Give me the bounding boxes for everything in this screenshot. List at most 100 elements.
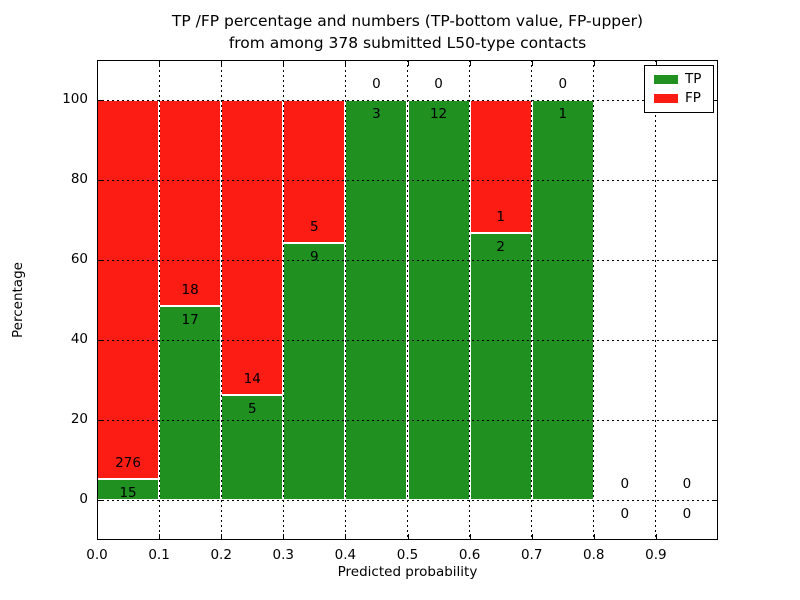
tick-mark	[712, 100, 718, 101]
tp-count-label: 5	[247, 400, 257, 417]
tick-mark	[593, 534, 595, 540]
legend-label-tp: TP	[685, 71, 702, 88]
tick-mark	[407, 60, 409, 66]
y-tick-label: 0	[79, 491, 88, 507]
tp-count-label: 12	[429, 106, 448, 122]
tp-count-label: 9	[310, 248, 319, 265]
x-tick-label: 0.1	[148, 547, 170, 563]
x-tick-label: 0.2	[210, 547, 232, 563]
fp-count-label: 0	[558, 76, 568, 92]
y-tick-label: 60	[70, 251, 88, 267]
fp-count-label: 276	[115, 455, 141, 472]
tick-mark	[221, 60, 223, 66]
x-tick-label: 0.5	[396, 547, 419, 563]
tick-mark	[593, 60, 595, 66]
fp-bar-segment	[159, 100, 222, 306]
fp-swatch-icon	[654, 93, 678, 103]
fp-count-label: 0	[620, 476, 630, 492]
chart-title-line2: from among 378 submitted L50-type contac…	[228, 34, 587, 52]
legend-entry-tp: TP	[645, 73, 713, 86]
tick-mark	[655, 60, 657, 66]
fp-bar-segment	[221, 100, 284, 395]
tp-bar-segment	[345, 100, 408, 500]
tick-mark	[531, 534, 533, 540]
gridline	[97, 499, 718, 501]
gridline	[97, 339, 718, 341]
tick-mark	[97, 260, 103, 261]
fp-bar-segment	[97, 100, 160, 480]
tick-mark	[345, 534, 347, 540]
tp-count-label: 0	[620, 506, 630, 522]
tp-bar-segment	[159, 305, 222, 500]
tp-count-label: 2	[496, 239, 505, 256]
tick-mark	[283, 534, 285, 540]
legend: TP FP	[644, 65, 714, 113]
fp-count-label: 1	[496, 209, 505, 226]
tick-mark	[97, 340, 103, 341]
fp-count-label: 0	[682, 476, 692, 492]
tick-mark	[712, 180, 718, 181]
gridline	[344, 60, 346, 540]
gridline	[97, 99, 718, 101]
y-tick-label: 40	[70, 331, 88, 347]
tp-bar-segment	[469, 233, 532, 500]
tick-mark	[469, 534, 471, 540]
tick-mark	[97, 500, 103, 501]
fp-count-label: 0	[372, 76, 381, 92]
x-tick-label: 0.6	[458, 547, 481, 563]
x-tick-label: 0.4	[334, 547, 357, 563]
x-axis-label: Predicted probability	[337, 564, 478, 580]
gridline	[158, 60, 160, 540]
fp-count-label: 14	[243, 370, 261, 387]
tick-mark	[159, 60, 161, 66]
gridline	[97, 179, 718, 181]
tp-count-label: 15	[119, 485, 137, 502]
tick-mark	[712, 420, 718, 421]
gridline	[220, 60, 222, 540]
gridline	[469, 60, 471, 540]
tp-swatch-icon	[654, 75, 678, 85]
tick-mark	[469, 60, 471, 66]
tick-mark	[407, 534, 409, 540]
tick-mark	[159, 534, 161, 540]
fp-bar-segment	[469, 100, 532, 234]
tp-bar-segment	[531, 100, 594, 500]
tp-bar-segment	[221, 394, 284, 500]
tick-mark	[97, 100, 103, 101]
tick-mark	[345, 60, 347, 66]
tick-mark	[712, 500, 718, 501]
tick-mark	[97, 534, 98, 540]
x-tick-label: 0.8	[583, 547, 605, 563]
tick-mark	[221, 534, 223, 540]
gridline	[593, 60, 595, 540]
tp-count-label: 17	[181, 311, 199, 328]
chart-title: TP /FP percentage and numbers (TP-bottom…	[97, 10, 718, 54]
tick-mark	[97, 60, 98, 66]
fp-count-label: 5	[310, 218, 319, 235]
x-tick-label: 0.7	[520, 547, 543, 563]
y-tick-label: 20	[70, 411, 88, 427]
tp-count-label: 0	[682, 506, 692, 522]
tick-mark	[97, 420, 103, 421]
tick-mark	[531, 60, 533, 66]
tick-mark	[712, 260, 718, 261]
tp-count-label: 3	[372, 106, 381, 122]
x-tick-label: 0.9	[645, 547, 667, 563]
chart-title-line1: TP /FP percentage and numbers (TP-bottom…	[171, 12, 644, 30]
tp-bar-segment	[283, 242, 346, 500]
tick-mark	[97, 180, 103, 181]
gridline	[97, 259, 718, 261]
fp-count-label: 18	[181, 281, 199, 298]
x-tick-label: 0.0	[86, 547, 108, 563]
tp-bar-segment	[407, 100, 470, 500]
y-axis-label: Percentage	[10, 262, 26, 338]
fp-count-label: 0	[434, 76, 443, 92]
gridline	[531, 60, 533, 540]
legend-entry-fp: FP	[645, 89, 713, 106]
gridline	[282, 60, 284, 540]
tick-mark	[712, 340, 718, 341]
gridline	[655, 60, 657, 540]
legend-label-fp: FP	[685, 89, 701, 106]
tick-mark	[283, 60, 285, 66]
